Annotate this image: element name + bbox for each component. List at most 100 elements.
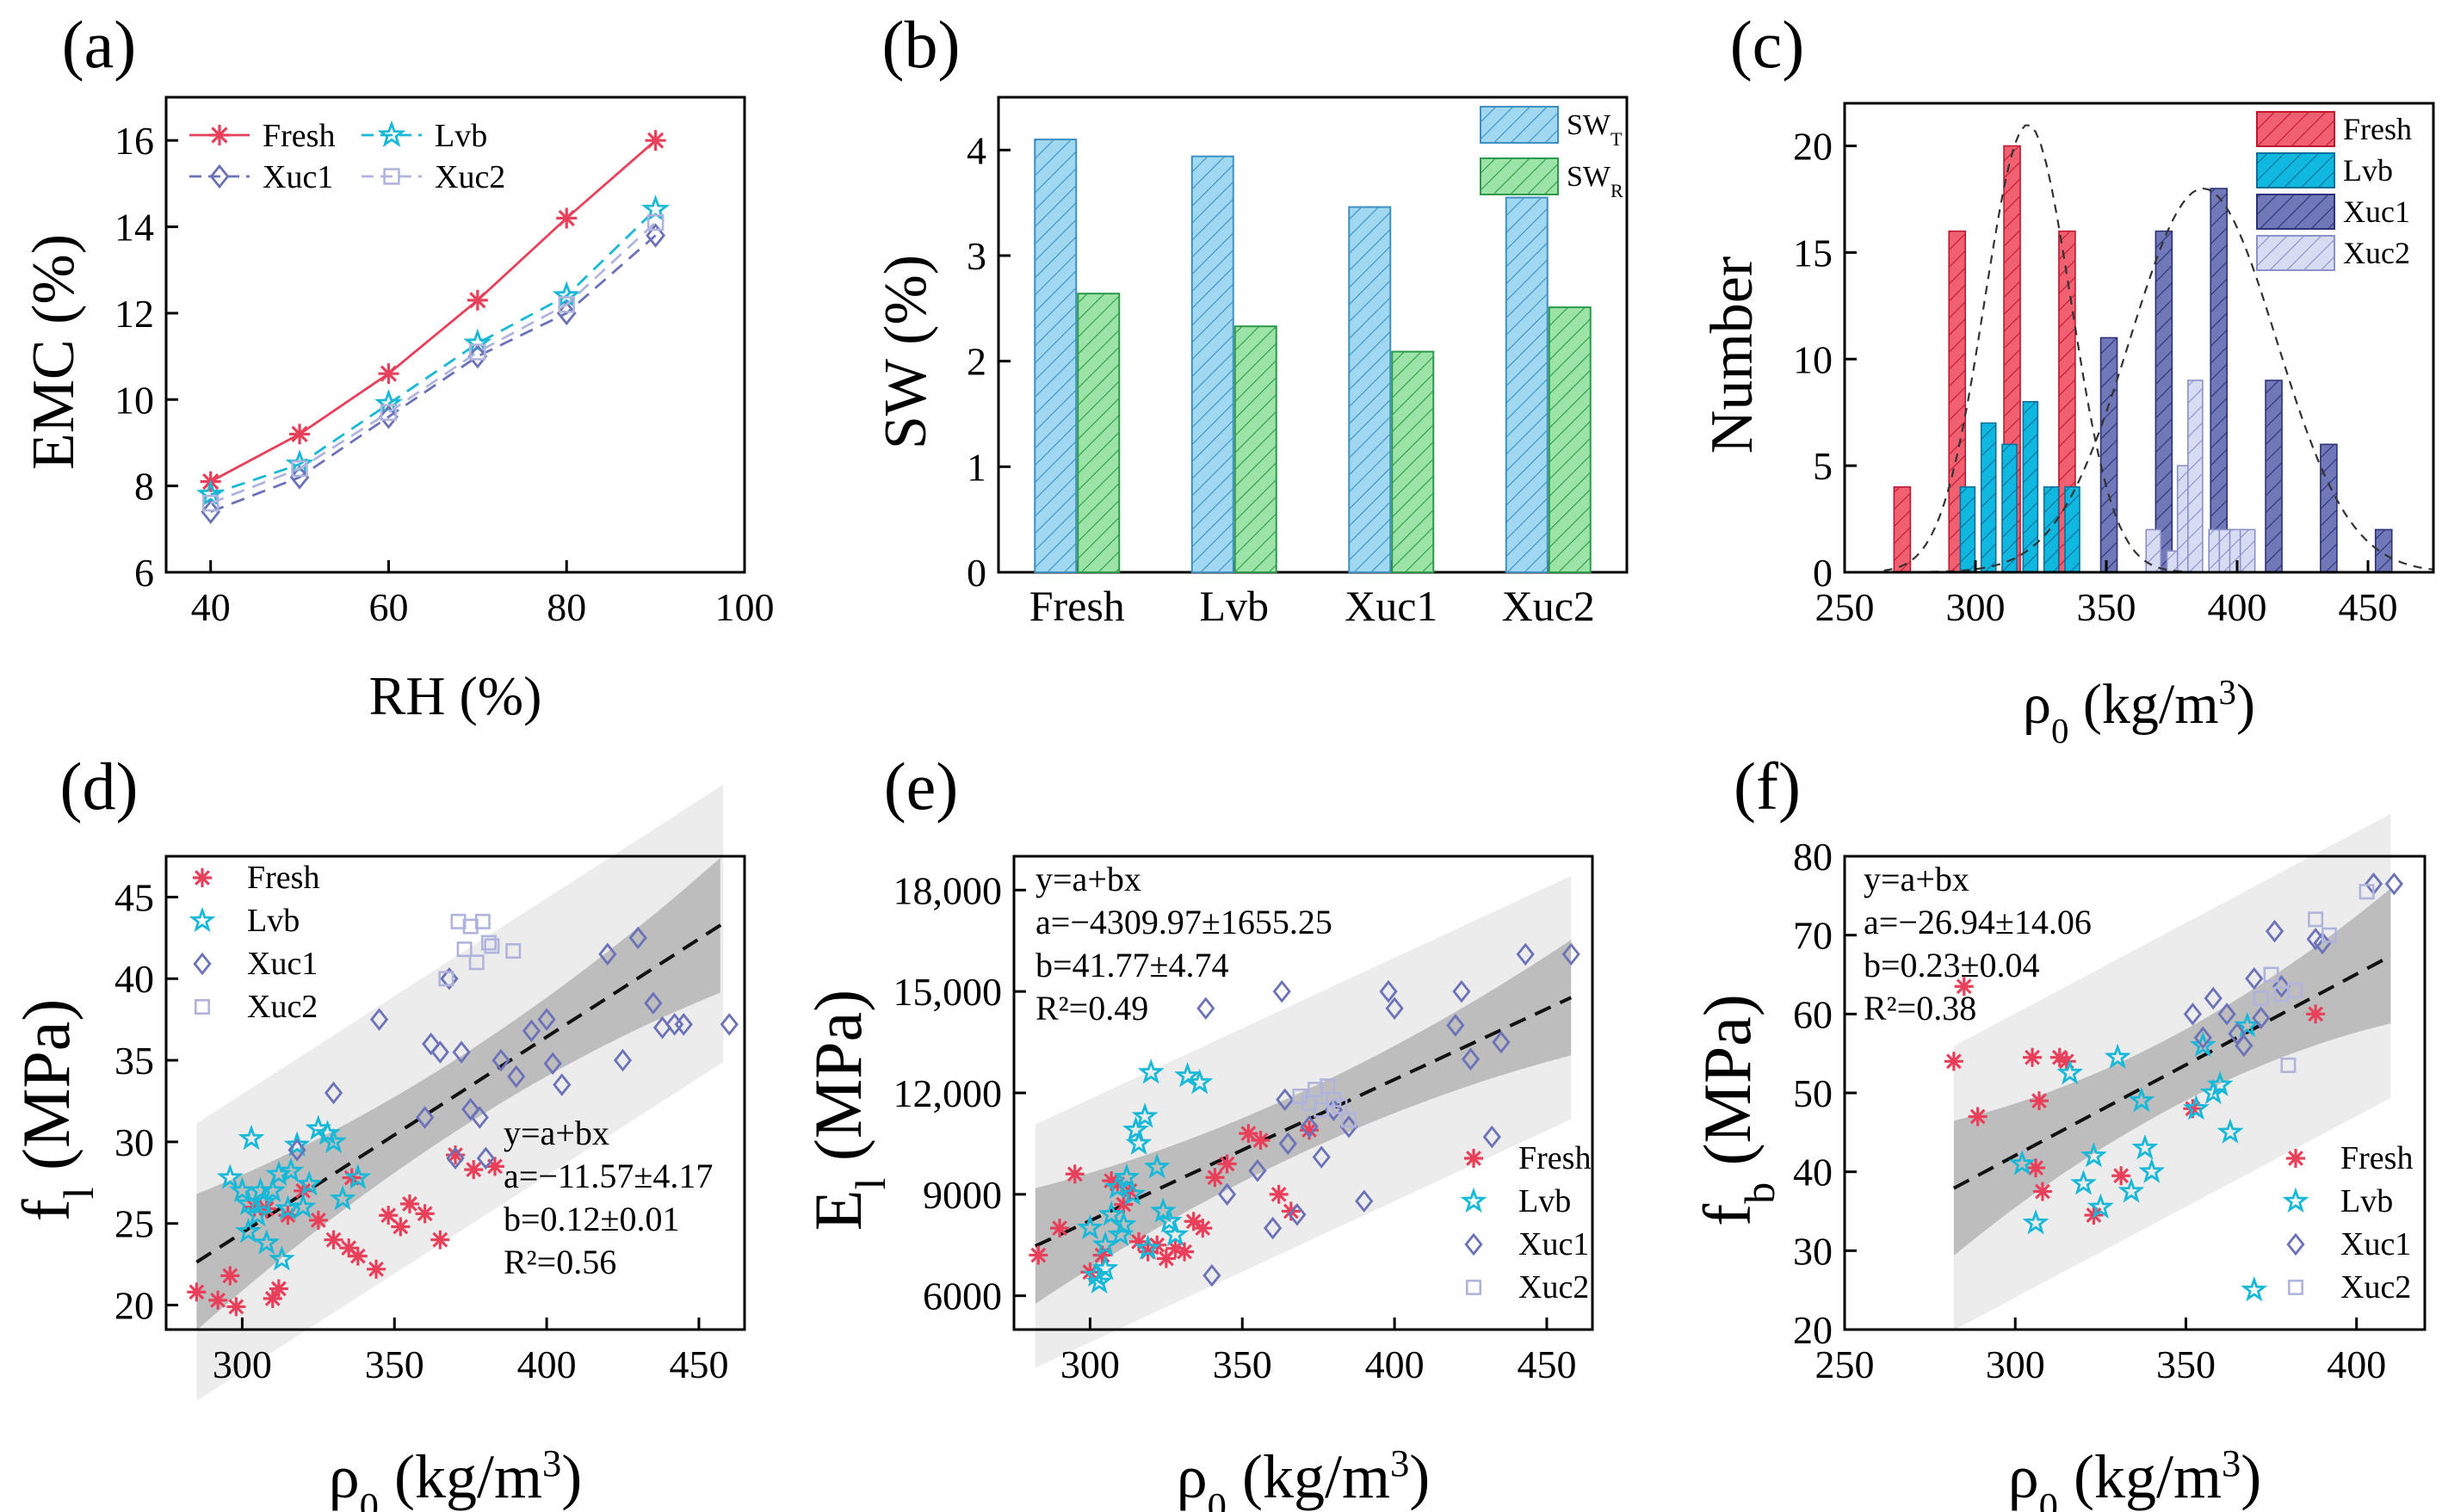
data-point-stroke (402, 1196, 417, 1212)
data-point (2272, 975, 2291, 998)
data-point (422, 1032, 441, 1056)
confidence-band (1953, 888, 2391, 1256)
x-tick-label: 60 (368, 585, 408, 629)
y-tick-label: 20 (1793, 125, 1833, 169)
data-point (1217, 1182, 1237, 1207)
legend-label: Fresh (247, 860, 319, 896)
y-tick-label: 14 (114, 206, 154, 250)
x-tick-label: 250 (1815, 1342, 1875, 1386)
legend-marker (209, 125, 230, 145)
data-point-stroke (368, 1261, 384, 1277)
data-point (2253, 991, 2269, 1007)
legend-label: Lvb (2340, 1183, 2393, 1219)
x-tick-label: 250 (1815, 585, 1875, 629)
data-point (1149, 1197, 1177, 1223)
legend-label: Fresh (2343, 112, 2412, 146)
data-point (430, 1040, 449, 1064)
data-point (289, 465, 310, 490)
bar (1893, 486, 1912, 573)
x-tick-label: 450 (669, 1342, 728, 1386)
data-point (2182, 1095, 2210, 1120)
normal-fit-curve (1883, 124, 2433, 574)
data-point (628, 926, 647, 950)
y-tick-label: 8 (134, 465, 154, 509)
data-point (1278, 1132, 1297, 1156)
data-point (320, 1127, 347, 1154)
y-tick-label: 25 (114, 1202, 154, 1246)
series-swt (1034, 139, 1549, 574)
series-xuc2 (438, 913, 522, 987)
y-tick-label: 20 (1793, 1308, 1833, 1352)
data-point (484, 938, 500, 954)
y-tick-label: 1 (967, 445, 986, 489)
y-tick-label: 9000 (923, 1173, 1002, 1217)
data-point (379, 404, 399, 429)
data-point-stroke (325, 1231, 342, 1248)
x-tick-label: 350 (2077, 585, 2136, 629)
data-point (2117, 1177, 2145, 1203)
data-point-stroke (393, 1219, 409, 1235)
x-axis-label: ρ0 (kg/m3) (1177, 1441, 1431, 1512)
data-point (1125, 1129, 1153, 1156)
data-point (187, 1282, 207, 1302)
data-point (253, 1229, 281, 1255)
data-point (415, 1204, 435, 1224)
legend-label: Lvb (247, 903, 300, 939)
data-point (2080, 1142, 2107, 1168)
data-point-stroke (2035, 1183, 2050, 1200)
series-xuc2 (1292, 1078, 1357, 1128)
data-point (2070, 1169, 2097, 1195)
x-tick-label: 450 (2339, 585, 2398, 629)
data-point (1091, 1231, 1119, 1256)
panel-a: (a) 40 60 80 100 6 8 10 12 14 16 RH (%) EMC (%) Fresh… (21, 7, 775, 726)
data-point (2359, 884, 2375, 900)
data-point (263, 1288, 282, 1308)
x-tick-label: 300 (1986, 1342, 2045, 1386)
data-point (430, 1230, 450, 1250)
legend-marker (1466, 1280, 1482, 1296)
data-point (1276, 1088, 1295, 1112)
series-xuc1 (2183, 872, 2403, 1058)
data-point (1446, 1014, 1465, 1037)
data-point-stroke (469, 292, 486, 309)
legend-label: Fresh (2340, 1140, 2413, 1176)
data-point (1050, 1219, 1070, 1238)
data-point (2056, 1052, 2076, 1071)
data-point (287, 1139, 306, 1162)
legend-swatch (2256, 111, 2335, 147)
x-tick-label: Lvb (1199, 582, 1269, 630)
x-tick-label: 350 (365, 1342, 424, 1386)
data-point (379, 1206, 399, 1225)
bar (2239, 528, 2256, 573)
data-point (2265, 919, 2284, 943)
series-line (210, 234, 657, 514)
data-point (2217, 1003, 2236, 1026)
data-point-stroke (558, 209, 575, 227)
plot-frame (997, 96, 1629, 574)
data-point (467, 343, 488, 369)
data-point (1202, 1263, 1221, 1287)
data-point (440, 967, 459, 991)
x-axis-label: RH (%) (369, 665, 542, 726)
data-point (2216, 1118, 2244, 1144)
data-point (2252, 1006, 2271, 1030)
data-point (1385, 997, 1404, 1021)
data-point (226, 1297, 246, 1317)
data-point (1193, 1219, 1213, 1238)
data-point (2138, 1157, 2166, 1183)
data-point-stroke (1185, 1213, 1202, 1230)
legend-swatch (1480, 106, 1559, 144)
bar (2001, 443, 2018, 573)
data-point (289, 1193, 317, 1219)
legend-marker (195, 999, 211, 1015)
data-point (283, 1131, 311, 1157)
data-point (1251, 1131, 1270, 1150)
legend-marker (2286, 1149, 2305, 1168)
legend-label: Xuc1 (2343, 194, 2410, 229)
x-tick-label: Fresh (1029, 582, 1125, 630)
data-point (201, 495, 219, 512)
fit-annotation-line: a=−26.94±14.06 (1864, 903, 2092, 941)
bar (1077, 293, 1121, 573)
data-point (1175, 1242, 1195, 1262)
data-point (461, 1097, 480, 1121)
